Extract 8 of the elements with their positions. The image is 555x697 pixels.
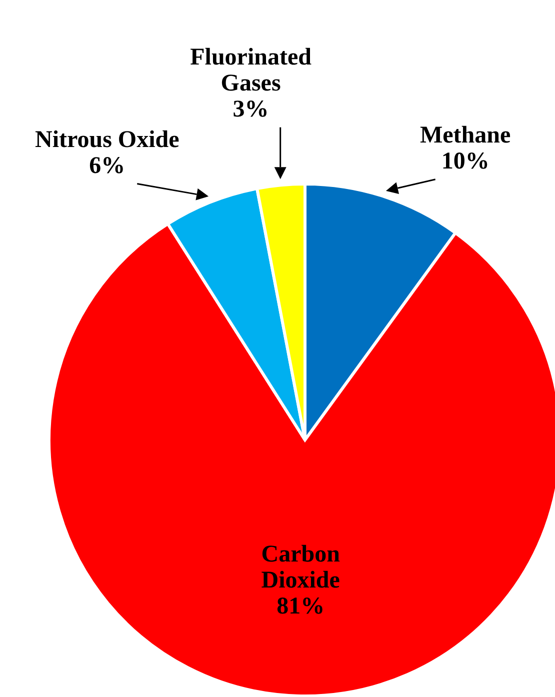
data-label: 3% [232,96,269,122]
slice-label: Methane [420,122,511,148]
data-label: 6% [89,152,126,179]
slice-label: Carbon Dioxide [261,542,340,594]
data-label: 81% [276,594,325,620]
slice-label: Fluorinated Gases [190,44,312,96]
slice-label: Nitrous Oxide [35,126,180,153]
data-label: 10% [441,148,490,174]
